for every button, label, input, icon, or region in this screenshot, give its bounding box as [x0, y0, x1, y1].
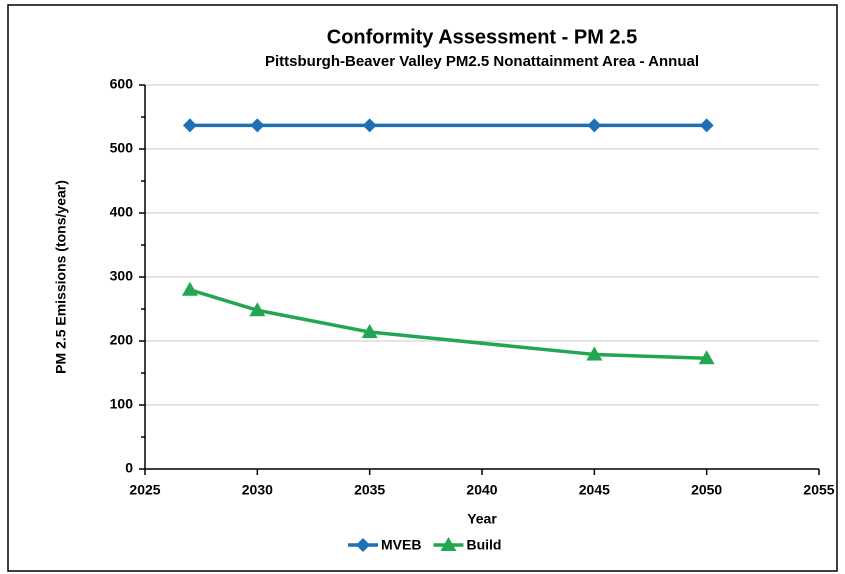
diamond-marker	[699, 118, 714, 133]
triangle-marker	[586, 346, 603, 361]
triangle-marker	[361, 324, 378, 339]
diamond-marker	[356, 538, 370, 552]
x-tick-label: 2045	[579, 482, 610, 498]
triangle-marker	[440, 537, 457, 551]
legend-label: Build	[466, 537, 501, 553]
x-tick-label: 2035	[354, 482, 385, 498]
chart-subtitle: Pittsburgh-Beaver Valley PM2.5 Nonattain…	[265, 53, 699, 70]
y-axis-label: PM 2.5 Emissions (tons/year)	[53, 180, 69, 374]
x-tick-label: 2030	[242, 482, 273, 498]
y-tick-label: 400	[110, 204, 134, 220]
chart-title: Conformity Assessment - PM 2.5	[327, 26, 637, 48]
x-axis-label: Year	[467, 511, 497, 527]
triangle-marker	[249, 302, 266, 317]
diamond-marker	[587, 118, 602, 133]
legend-label: MVEB	[381, 537, 421, 553]
x-tick-label: 2040	[466, 482, 497, 498]
y-tick-label: 200	[110, 332, 134, 348]
y-tick-label: 300	[110, 268, 134, 284]
diamond-marker	[250, 118, 265, 133]
chart-frame	[7, 4, 838, 572]
diamond-marker	[362, 118, 377, 133]
triangle-marker	[181, 281, 198, 296]
y-tick-label: 0	[125, 460, 133, 476]
y-tick-label: 600	[110, 76, 134, 92]
x-tick-label: 2025	[129, 482, 160, 498]
x-tick-label: 2055	[803, 482, 834, 498]
y-tick-label: 500	[110, 140, 134, 156]
y-tick-label: 100	[110, 396, 134, 412]
triangle-marker	[698, 350, 715, 365]
x-tick-label: 2050	[691, 482, 722, 498]
diamond-marker	[182, 118, 197, 133]
